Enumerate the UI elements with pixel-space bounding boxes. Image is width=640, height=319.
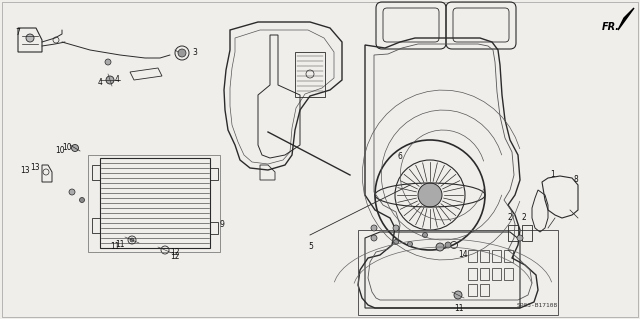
- Circle shape: [130, 238, 134, 242]
- Bar: [92, 218, 100, 233]
- Bar: [468, 284, 477, 296]
- Text: 2: 2: [508, 213, 513, 222]
- Text: SP03-B17108: SP03-B17108: [516, 303, 558, 308]
- Circle shape: [393, 225, 399, 231]
- Text: 7: 7: [15, 28, 20, 37]
- Text: 2: 2: [522, 213, 527, 222]
- Circle shape: [454, 291, 462, 299]
- Bar: [480, 268, 489, 280]
- Bar: [468, 268, 477, 280]
- Bar: [522, 225, 532, 241]
- Circle shape: [79, 197, 84, 203]
- Bar: [295, 52, 325, 97]
- Bar: [480, 284, 489, 296]
- Bar: [492, 268, 501, 280]
- Text: 9: 9: [220, 220, 225, 229]
- Text: 11: 11: [454, 304, 463, 313]
- Text: 10: 10: [62, 143, 72, 152]
- Bar: [210, 168, 218, 180]
- Polygon shape: [618, 8, 634, 30]
- Circle shape: [72, 145, 79, 152]
- Bar: [468, 250, 477, 262]
- Circle shape: [69, 189, 75, 195]
- Text: 13: 13: [20, 166, 30, 175]
- Circle shape: [371, 235, 377, 241]
- Bar: [508, 225, 518, 241]
- Bar: [492, 250, 501, 262]
- Circle shape: [26, 34, 34, 42]
- Text: 14: 14: [458, 250, 468, 259]
- Bar: [504, 268, 513, 280]
- Text: 13: 13: [30, 163, 40, 172]
- Bar: [210, 222, 218, 234]
- Text: 12: 12: [170, 248, 179, 257]
- Text: 12: 12: [170, 252, 179, 261]
- Text: 6: 6: [398, 152, 403, 161]
- Text: 4: 4: [98, 78, 103, 87]
- Circle shape: [178, 49, 186, 57]
- Text: 11: 11: [111, 242, 120, 251]
- Text: FR.: FR.: [602, 22, 620, 32]
- Bar: [100, 158, 210, 248]
- Circle shape: [517, 235, 523, 241]
- Text: 8: 8: [574, 175, 579, 184]
- Bar: [358, 230, 558, 315]
- Circle shape: [394, 240, 399, 244]
- Text: 1: 1: [550, 170, 555, 179]
- Circle shape: [436, 243, 444, 251]
- Circle shape: [105, 59, 111, 65]
- Text: 3: 3: [192, 48, 197, 57]
- Bar: [92, 165, 100, 180]
- Text: 5: 5: [308, 242, 313, 251]
- Bar: [504, 250, 513, 262]
- Text: 10: 10: [55, 146, 65, 155]
- Circle shape: [106, 76, 114, 84]
- Circle shape: [445, 242, 451, 248]
- Circle shape: [371, 225, 377, 231]
- Circle shape: [422, 233, 428, 238]
- Circle shape: [418, 183, 442, 207]
- Circle shape: [408, 241, 413, 247]
- Bar: [480, 250, 489, 262]
- Text: 4: 4: [115, 75, 120, 84]
- Text: 11: 11: [115, 240, 125, 249]
